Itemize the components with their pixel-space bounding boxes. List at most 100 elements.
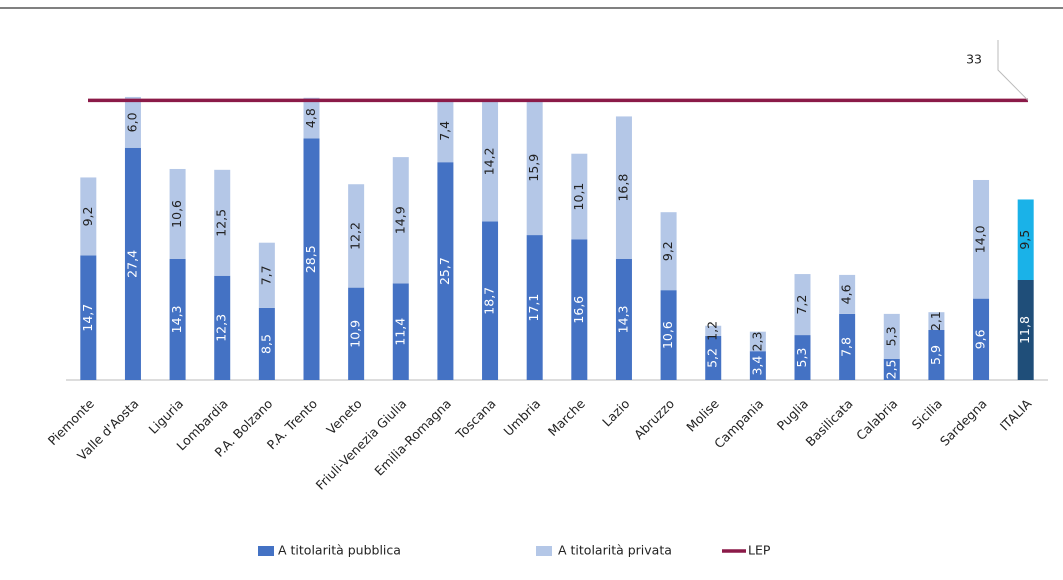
annotation-leader [997,40,1029,101]
data-label: 7,8 [839,337,854,357]
bar-segment [794,335,811,380]
bar-segment [169,168,186,259]
bar-segment [124,147,141,380]
data-label: 12,5 [214,209,229,237]
x-tick-label: Liguria [145,396,186,437]
bar-segment [258,307,275,380]
bar-segment [526,100,543,236]
bar-segment [348,287,365,380]
x-tick-label: Sicilia [909,396,945,432]
data-label: 18,7 [482,287,497,315]
bar-segment [1017,199,1034,280]
data-label: 5,2 [705,348,720,368]
bar-segment [705,335,722,380]
bar-segment [571,239,588,380]
bar-segment [928,329,945,380]
data-label: 14,9 [392,206,407,234]
data-label: 10,6 [169,200,184,228]
data-label: 11,8 [1017,316,1032,344]
bar-segment [437,99,454,163]
legend-label: LEP [748,543,771,558]
data-label: 16,6 [571,296,586,324]
bar-segment [839,274,856,314]
x-tick-label: Emilia-Romagna [371,396,454,479]
bar-segment [303,138,320,380]
data-label: 10,6 [660,321,675,349]
bar-segment [615,258,632,380]
x-tick-label: Molise [683,396,722,435]
data-label: 9,5 [1017,230,1032,250]
x-tick-label: Lazio [599,396,632,429]
bar-segment [749,351,766,380]
data-label: 14,2 [482,147,497,175]
data-label: 7,4 [437,121,452,141]
data-label: 14,0 [973,225,988,253]
data-label: 8,5 [258,334,273,354]
data-label: 3,4 [749,356,764,376]
bar-segment [214,275,231,380]
bar-segment [214,169,231,276]
bar-segment [883,313,900,359]
legend-label: A titolarità privata [558,543,672,558]
data-label: 4,8 [303,108,318,128]
data-label: 16,8 [615,174,630,202]
bar-segment [392,157,409,284]
bar-segment [303,97,320,139]
x-tick-label: Marche [545,396,588,439]
bar-segment [660,290,677,380]
x-tick-label: Sardegna [937,396,990,449]
data-label: 28,5 [303,245,318,273]
x-tick-label: Umbria [500,396,543,439]
data-label: 11,4 [392,318,407,346]
data-label: 5,3 [794,348,809,368]
legend-swatch [258,546,274,556]
bar-segment [883,358,900,380]
bar-segment [169,258,186,380]
x-tick-label: ITALIA [997,396,1035,434]
bar-segment [839,313,856,380]
data-label: 10,9 [348,320,363,348]
data-label: 9,2 [660,241,675,261]
data-label: 9,6 [973,329,988,349]
bar-segment [258,242,275,308]
data-label: 15,9 [526,154,541,182]
data-label: 6,0 [124,112,139,132]
data-label: 12,3 [214,314,229,342]
data-label: 14,3 [169,305,184,333]
reference-label: 33 [966,52,982,67]
bar-segment [482,101,499,222]
data-label: 7,2 [794,295,809,315]
bar-segment [660,212,677,291]
bar-segment [392,283,409,380]
bar-segment [749,331,766,352]
data-label: 17,1 [526,294,541,322]
data-label: 12,2 [348,222,363,250]
data-label: 14,7 [80,304,95,332]
bar-segment [928,312,945,330]
data-label: 7,7 [258,265,273,285]
data-label: 2,3 [749,331,764,351]
bar-segment [705,325,722,336]
data-label: 25,7 [437,257,452,285]
x-tick-label: Toscana [452,396,499,443]
bar-segment [615,116,632,259]
data-label: 4,6 [839,284,854,304]
legend-label: A titolarità pubblica [278,543,401,558]
data-label: 5,9 [928,345,943,365]
x-tick-label: Puglia [774,396,811,433]
bar-segment [124,96,141,148]
bar-segment [973,179,990,299]
data-label: 2,5 [883,359,898,379]
x-tick-label: Calabria [853,396,900,443]
data-label: 10,1 [571,183,586,211]
bar-segment [571,153,588,240]
bar-segment [348,184,365,288]
bar-segment [526,235,543,380]
x-tick-label: Basilicata [803,396,856,449]
x-tick-label: Abruzzo [631,396,677,442]
data-label: 27,4 [124,250,139,278]
bar-segment [80,177,97,256]
bar-segment [437,162,454,380]
bar-segment [1017,279,1034,380]
